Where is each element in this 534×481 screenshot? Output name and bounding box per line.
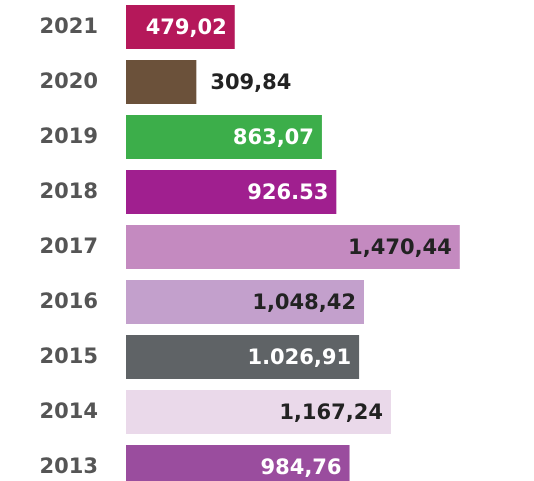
- y-tick-label: 2018: [40, 179, 98, 203]
- y-tick-label: 2021: [40, 14, 98, 38]
- value-label: 863,07: [233, 125, 314, 149]
- y-tick-label: 2013: [40, 454, 98, 478]
- y-tick-label: 2016: [40, 289, 98, 313]
- value-label: 926.53: [247, 180, 328, 204]
- bar: [126, 60, 197, 104]
- value-label: 479,02: [146, 15, 227, 39]
- value-label: 1.026,91: [247, 345, 351, 369]
- y-tick-label: 2017: [40, 234, 98, 258]
- y-tick-label: 2019: [40, 124, 98, 148]
- y-tick-label: 2020: [40, 69, 98, 93]
- value-label: 1,470,44: [348, 235, 452, 259]
- bar: [126, 280, 364, 324]
- bar: [126, 335, 360, 379]
- bar: [126, 225, 460, 269]
- y-tick-label: 2015: [40, 344, 98, 368]
- y-tick-label: 2014: [40, 399, 98, 423]
- value-label: 1,167,24: [279, 400, 383, 424]
- value-label: 1,048,42: [252, 290, 356, 314]
- bar: [126, 115, 322, 159]
- bar: [126, 5, 235, 49]
- value-label: 984,76: [260, 455, 341, 479]
- bar: [126, 445, 350, 481]
- bar: [126, 170, 337, 214]
- value-label: 309,84: [210, 70, 291, 94]
- bar: [126, 390, 391, 434]
